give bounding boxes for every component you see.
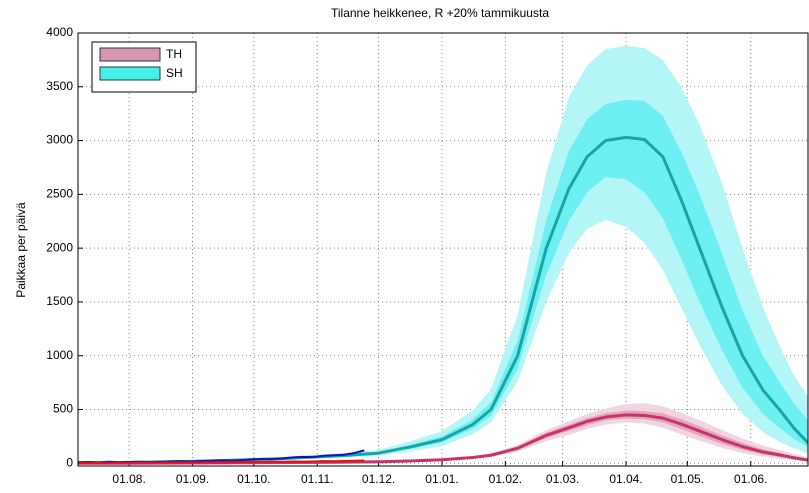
x-tick-label: 01.10. (237, 472, 270, 486)
legend-swatch (99, 66, 161, 81)
x-tick-label: 01.06. (734, 472, 767, 486)
y-tick-label: 2000 (46, 240, 73, 254)
x-tick-label: 01.05. (671, 472, 704, 486)
x-tick-label: 01.09. (176, 472, 209, 486)
plot-frame (77, 32, 809, 467)
y-tick-label: 0 (66, 455, 73, 469)
y-axis-label: Paikkaa per päivä (14, 202, 28, 298)
x-tick-label: 01.12. (362, 472, 395, 486)
y-tick-label: 4000 (46, 25, 73, 39)
y-tick-label: 3000 (46, 133, 73, 147)
x-tick-label: 01.03. (546, 472, 579, 486)
y-tick-label: 500 (53, 402, 73, 416)
x-tick-label: 01.08. (112, 472, 145, 486)
y-tick-label: 1000 (46, 348, 73, 362)
legend-label: SH (166, 66, 183, 80)
plot-layer (78, 45, 808, 465)
observed-line (78, 459, 365, 464)
y-tick-label: 1500 (46, 294, 73, 308)
x-tick-label: 01.02. (489, 472, 522, 486)
y-tick-label: 2500 (46, 187, 73, 201)
legend-swatch (99, 47, 161, 62)
y-tick-label: 3500 (46, 79, 73, 93)
chart-title: Tilanne heikkenee, R +20% tammikuusta (331, 6, 549, 20)
x-tick-label: 01.11. (301, 472, 333, 486)
legend-label: TH (166, 47, 182, 61)
x-tick-label: 01.04. (609, 472, 642, 486)
x-tick-label: 01.01. (425, 472, 458, 486)
